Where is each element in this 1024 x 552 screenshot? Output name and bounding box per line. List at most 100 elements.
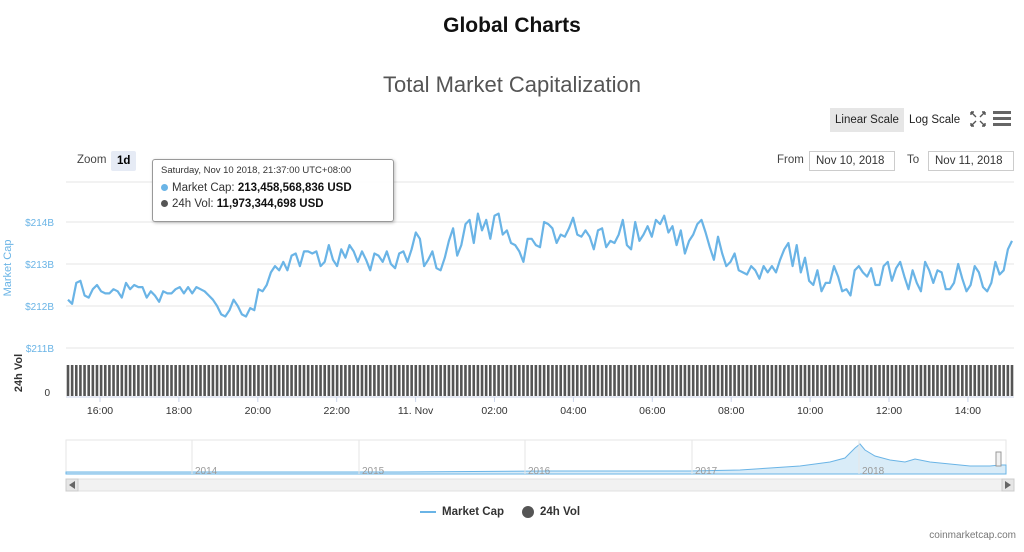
zoom-1d-button[interactable]: 1d <box>111 151 137 171</box>
market-cap-series-line <box>67 212 1013 318</box>
volume-bar <box>894 365 898 396</box>
scroll-left-arrow-icon <box>69 481 75 489</box>
volume-bar <box>132 365 136 396</box>
volume-bar <box>865 365 869 396</box>
volume-bar <box>315 365 318 396</box>
volume-bar <box>215 365 219 396</box>
volume-bar <box>778 365 782 396</box>
volume-bar <box>435 365 438 396</box>
log-scale-button[interactable]: Log Scale <box>908 114 961 126</box>
volume-bar <box>468 365 471 396</box>
volume-bar <box>166 365 169 396</box>
volume-bar <box>236 365 240 396</box>
volume-bar <box>240 365 244 396</box>
volume-bar <box>691 365 695 396</box>
volume-bar <box>178 365 182 396</box>
volume-bar <box>791 365 794 396</box>
volume-bar <box>903 365 906 396</box>
volume-bar <box>845 365 848 396</box>
volume-bar <box>219 365 223 396</box>
volume-bar <box>509 365 513 396</box>
y-tick-label: $211B <box>26 344 55 355</box>
volume-bar <box>919 365 923 396</box>
volume-bar <box>522 365 525 396</box>
from-date-input[interactable]: Nov 10, 2018 <box>809 151 895 171</box>
linear-scale-button[interactable]: Linear Scale <box>830 108 904 132</box>
volume-bar <box>99 365 103 396</box>
volume-bar <box>704 365 707 396</box>
navigator-year-label: 2018 <box>862 466 885 477</box>
volume-bar <box>774 365 778 396</box>
volume-bar <box>671 365 674 396</box>
volume-bar <box>476 365 480 396</box>
volume-bar <box>948 365 952 396</box>
x-tick-label: 16:00 <box>87 405 113 417</box>
volume-bar <box>95 365 99 396</box>
legend-volume[interactable]: 24h Vol <box>522 506 580 518</box>
zoom-label: Zoom <box>77 154 107 166</box>
volume-bar <box>364 365 368 396</box>
volume-bar <box>87 365 91 396</box>
x-tick-label: 10:00 <box>797 405 823 417</box>
volume-bar <box>174 365 177 396</box>
fullscreen-icon[interactable] <box>970 111 986 127</box>
volume-bar <box>261 365 264 396</box>
volume-bar <box>646 365 649 396</box>
volume-bar <box>696 365 699 396</box>
volume-bar <box>555 365 558 396</box>
volume-bar <box>629 365 633 396</box>
volume-bar <box>455 365 459 396</box>
tooltip-date: Saturday, Nov 10 2018, 21:37:00 UTC+08:0… <box>161 165 352 176</box>
volume-bar <box>766 365 770 396</box>
navigator-year-label: 2015 <box>362 466 385 477</box>
menu-icon[interactable] <box>993 111 1011 127</box>
volume-bar <box>248 365 252 396</box>
volume-bar <box>402 365 405 396</box>
volume-bar <box>923 365 927 396</box>
navigator-handle <box>995 451 1002 467</box>
tooltip-market-cap-label: Market Cap: <box>172 182 235 194</box>
volume-bar <box>207 365 211 396</box>
to-date-input[interactable]: Nov 11, 2018 <box>928 151 1014 171</box>
volume-bar <box>319 365 322 396</box>
volume-bar <box>758 365 761 396</box>
volume-bar <box>961 365 964 396</box>
volume-bar <box>120 365 124 396</box>
volume-bar <box>149 365 153 396</box>
market-cap-dot-icon <box>161 184 168 191</box>
volume-bar <box>277 365 281 396</box>
scale-buttons: Linear Scale Log Scale <box>830 108 965 132</box>
volume-bar <box>257 365 260 396</box>
volume-bar <box>66 365 70 396</box>
volume-bar <box>633 365 637 396</box>
volume-bar <box>650 365 654 396</box>
legend-market-cap[interactable]: Market Cap <box>420 506 504 518</box>
line-swatch-icon <box>420 511 436 513</box>
volume-bar <box>327 365 331 396</box>
volume-bar <box>770 365 774 396</box>
chart-title: Total Market Capitalization <box>382 72 641 97</box>
volume-bar <box>708 365 712 396</box>
volume-bar <box>824 365 827 396</box>
volume-bar <box>799 365 803 396</box>
volume-bar <box>745 365 749 396</box>
volume-bar <box>472 365 476 396</box>
volume-bar <box>741 365 745 396</box>
volume-bar <box>286 365 289 396</box>
credits[interactable]: coinmarketcap.com <box>929 530 1016 541</box>
from-label: From <box>777 154 804 166</box>
volume-bar <box>526 365 529 396</box>
volume-bar <box>513 365 517 396</box>
volume-bar <box>861 365 865 396</box>
volume-bar <box>501 365 505 396</box>
volume-bar <box>998 365 1001 396</box>
x-tick-label: 14:00 <box>955 405 981 417</box>
volume-bar <box>733 365 736 396</box>
volume-bar <box>687 365 691 396</box>
volume-bar <box>517 365 521 396</box>
volume-bar <box>989 365 993 396</box>
x-tick-label: 18:00 <box>166 405 192 417</box>
volume-bar <box>1002 365 1006 396</box>
tooltip-market-cap-value: 213,458,568,836 USD <box>237 182 352 194</box>
